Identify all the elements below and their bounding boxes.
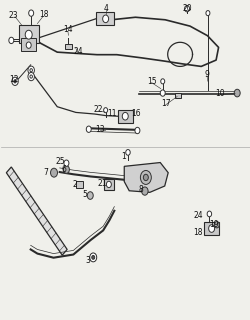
Bar — [64, 44, 71, 49]
Bar — [19, 25, 38, 43]
Circle shape — [125, 149, 130, 155]
Bar — [174, 93, 180, 98]
Text: 19: 19 — [208, 220, 218, 229]
Circle shape — [28, 66, 34, 74]
Circle shape — [141, 187, 148, 195]
Text: 11: 11 — [107, 108, 116, 117]
Text: 18: 18 — [192, 228, 202, 237]
Polygon shape — [6, 167, 67, 255]
Circle shape — [64, 160, 69, 166]
Circle shape — [134, 127, 139, 134]
Text: 6: 6 — [61, 165, 66, 174]
Circle shape — [92, 255, 94, 259]
Circle shape — [30, 69, 32, 72]
Text: 8: 8 — [138, 185, 142, 194]
Text: 21: 21 — [98, 179, 107, 188]
Circle shape — [160, 79, 164, 84]
Circle shape — [206, 211, 211, 217]
Circle shape — [28, 10, 34, 16]
Circle shape — [86, 126, 91, 132]
Circle shape — [14, 80, 16, 83]
Bar — [117, 110, 132, 123]
Circle shape — [140, 171, 151, 184]
Text: 3: 3 — [86, 256, 90, 265]
Text: 14: 14 — [63, 25, 73, 35]
Circle shape — [102, 15, 108, 23]
Text: 24: 24 — [73, 47, 83, 56]
Text: 5: 5 — [82, 190, 87, 199]
Text: 20: 20 — [182, 4, 191, 13]
Circle shape — [103, 108, 107, 113]
Text: 12: 12 — [9, 75, 18, 84]
Text: 23: 23 — [9, 11, 18, 20]
Circle shape — [143, 174, 148, 180]
Text: 13: 13 — [95, 125, 104, 134]
Circle shape — [122, 112, 128, 120]
Text: 24: 24 — [192, 211, 202, 220]
Circle shape — [233, 89, 239, 97]
Circle shape — [9, 37, 14, 44]
Circle shape — [26, 42, 31, 48]
Circle shape — [208, 225, 214, 232]
Bar — [21, 38, 36, 51]
Text: 25: 25 — [56, 157, 65, 166]
Circle shape — [63, 166, 69, 173]
Bar — [76, 181, 83, 188]
Circle shape — [160, 90, 164, 96]
Circle shape — [184, 5, 189, 12]
Circle shape — [28, 72, 34, 81]
Circle shape — [87, 192, 93, 199]
Circle shape — [205, 11, 209, 16]
Text: 2: 2 — [73, 180, 78, 189]
Text: 18: 18 — [39, 10, 48, 19]
Circle shape — [214, 221, 218, 228]
Text: 7: 7 — [43, 168, 48, 177]
Text: 16: 16 — [130, 108, 140, 117]
Text: 17: 17 — [160, 99, 170, 108]
Text: 22: 22 — [94, 105, 103, 114]
Text: 1: 1 — [121, 152, 126, 161]
Circle shape — [30, 75, 32, 78]
Circle shape — [50, 168, 57, 177]
Circle shape — [106, 181, 111, 188]
Polygon shape — [124, 163, 168, 192]
Text: 10: 10 — [215, 89, 224, 98]
Circle shape — [90, 253, 96, 262]
Text: 15: 15 — [146, 77, 156, 86]
Circle shape — [25, 30, 32, 39]
Bar — [95, 12, 114, 26]
Circle shape — [12, 77, 18, 85]
Text: 9: 9 — [204, 70, 208, 79]
Bar — [103, 179, 114, 189]
Text: 4: 4 — [103, 4, 108, 13]
Bar — [204, 222, 218, 235]
